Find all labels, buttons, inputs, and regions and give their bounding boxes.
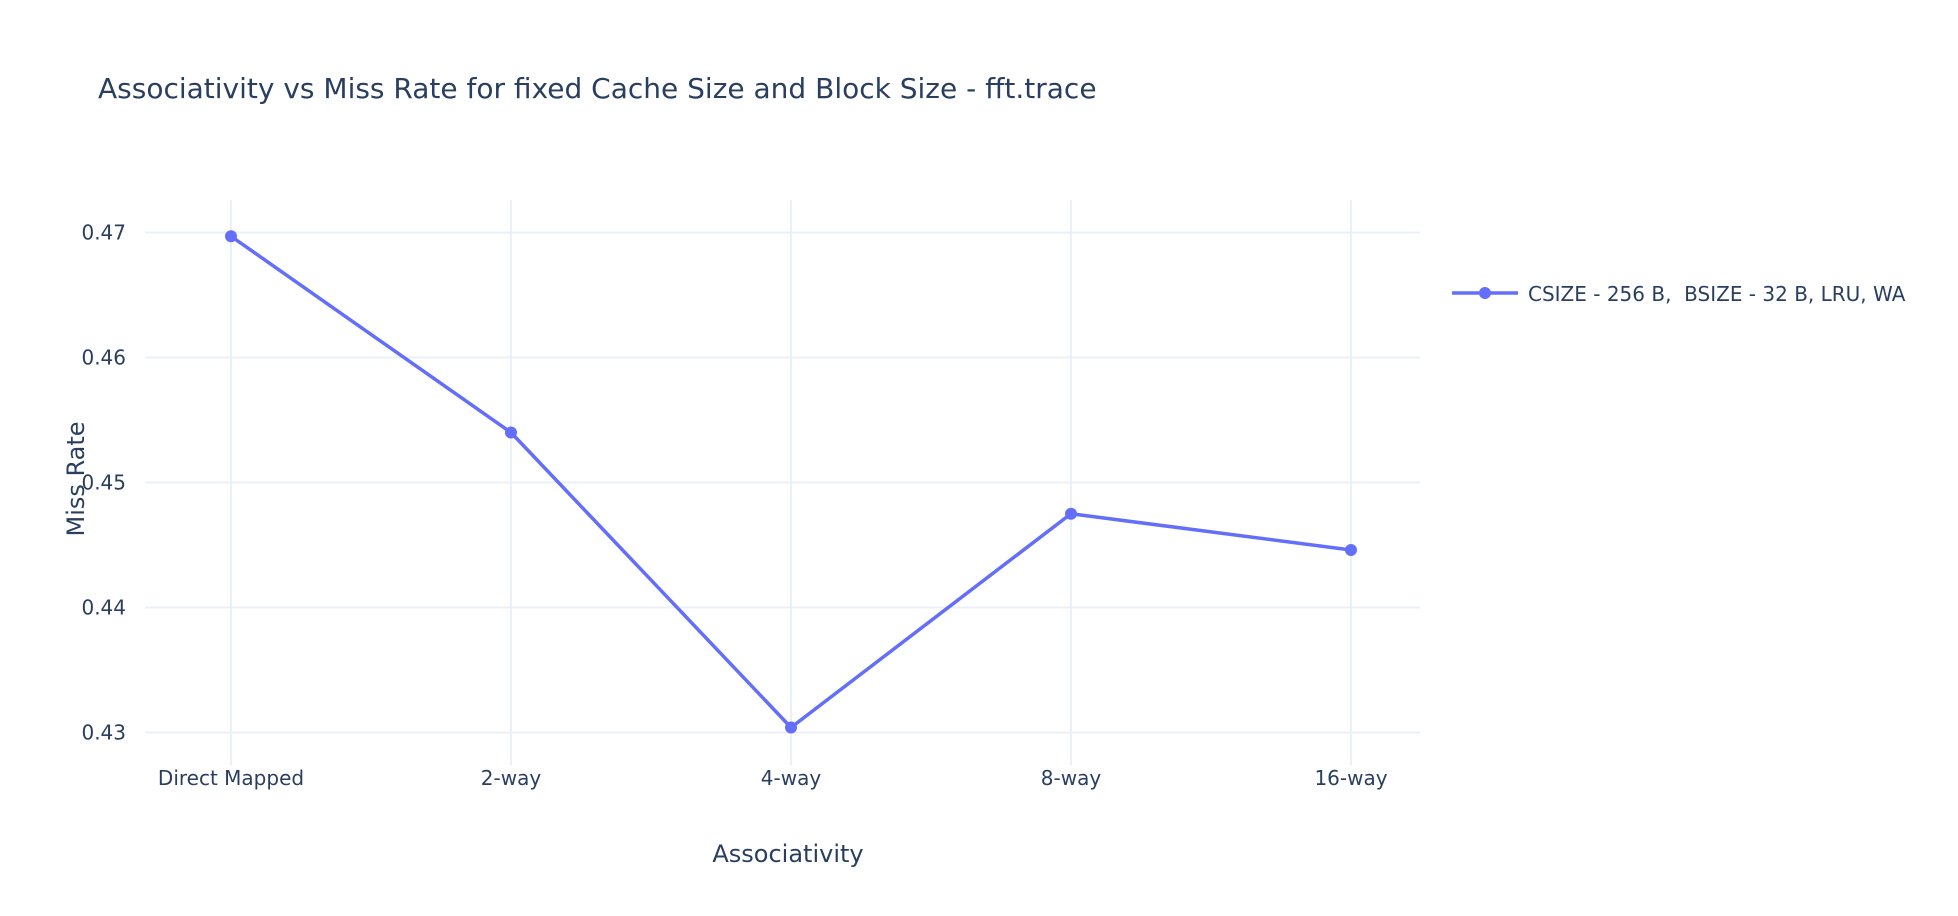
series-markers [225, 230, 1357, 734]
y-gridlines [145, 231, 1420, 734]
y-tick-label: 0.44 [81, 596, 126, 620]
y-tick-label: 0.45 [81, 471, 126, 495]
x-tick-label: Direct Mapped [158, 766, 304, 790]
x-axis-title: Associativity [712, 840, 863, 868]
chart-title: Associativity vs Miss Rate for fixed Cac… [98, 72, 1097, 105]
y-tick-labels: 0.43 0.44 0.45 0.46 0.47 [81, 221, 126, 745]
y-tick-label: 0.46 [81, 346, 126, 370]
legend[interactable]: CSIZE - 256 B, BSIZE - 32 B, LRU, WA [1452, 282, 1906, 306]
data-point[interactable] [225, 230, 237, 243]
x-tick-label: 16-way [1314, 766, 1387, 790]
legend-marker [1479, 287, 1491, 299]
x-tick-label: 4-way [761, 766, 822, 790]
x-tick-label: 8-way [1041, 766, 1102, 790]
y-tick-label: 0.43 [81, 721, 126, 745]
x-tick-label: 2-way [481, 766, 542, 790]
legend-label: CSIZE - 256 B, BSIZE - 32 B, LRU, WA [1528, 282, 1906, 306]
data-point[interactable] [1065, 507, 1077, 520]
y-tick-label: 0.47 [81, 221, 126, 245]
x-tick-labels: Direct Mapped 2-way 4-way 8-way 16-way [158, 766, 1388, 790]
data-point[interactable] [1345, 544, 1357, 556]
data-point[interactable] [505, 426, 517, 439]
y-axis-title: Miss Rate [62, 421, 90, 536]
data-point[interactable] [785, 721, 797, 734]
